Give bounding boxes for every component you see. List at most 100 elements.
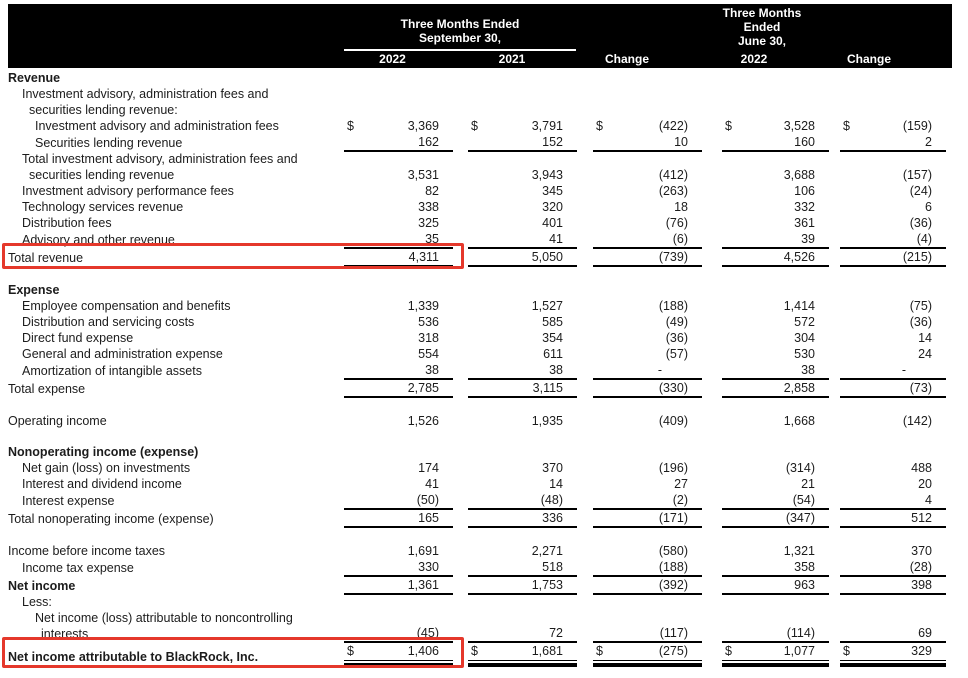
row-label-text: Total investment advisory, administratio… <box>22 152 298 166</box>
cell-value: 963 <box>794 578 815 592</box>
cell-value: 20 <box>918 477 932 491</box>
value-cell <box>344 282 453 298</box>
column-gap <box>829 134 840 151</box>
column-gap <box>829 183 840 199</box>
column-gap <box>702 476 722 492</box>
value-cell: (330) <box>593 379 702 398</box>
cell-value: - <box>657 363 662 377</box>
cell-value: (36) <box>909 315 932 329</box>
value-cell: 41 <box>468 231 577 249</box>
value-cell: 361 <box>722 215 829 231</box>
row-label: Total revenue <box>2 243 464 269</box>
row-label-text: Interest expense <box>22 494 115 508</box>
cell-value: 512 <box>911 511 932 525</box>
row-label-text: Net gain (loss) on investments <box>22 461 191 475</box>
value-cell: 152 <box>468 134 577 152</box>
header-period-june-line3: June 30, <box>737 34 787 48</box>
cell-value: (76) <box>665 216 688 230</box>
value-cell: 330 <box>344 559 453 577</box>
table-row: Employee compensation and benefits 1,339 1… <box>8 298 946 314</box>
value-cell: 38 <box>468 362 577 380</box>
header-col-2022-jun: 2022 <box>740 52 768 66</box>
table-row: General and administration expense 554 611… <box>8 346 946 362</box>
cell-value: (347) <box>785 511 815 525</box>
column-gap <box>577 444 593 460</box>
cell-value: (409) <box>658 414 688 428</box>
cell-value: (28) <box>909 560 932 574</box>
column-gap <box>577 330 593 346</box>
cell-value: (45) <box>416 626 439 640</box>
cell-value: (196) <box>658 461 688 475</box>
column-gap <box>829 70 840 86</box>
cell-value: 1,681 <box>531 644 563 658</box>
value-cell: 21 <box>722 476 829 492</box>
value-cell: 1,321 <box>722 543 829 559</box>
cell-value: (4) <box>916 232 932 246</box>
cell-value: (392) <box>658 578 688 592</box>
header-period-june-line2: Ended <box>743 20 781 34</box>
row-label-text: Net income attributable to BlackRock, In… <box>8 650 259 664</box>
column-gap <box>577 70 593 86</box>
row-label: Net gain (loss) on investments <box>8 460 344 476</box>
cell-value: 1,406 <box>407 644 439 658</box>
cell-value: 39 <box>801 232 815 246</box>
column-gap <box>453 559 468 576</box>
column-gap <box>829 413 840 429</box>
cell-value: (75) <box>909 299 932 313</box>
cell-value: 398 <box>911 578 932 592</box>
row-label: Net income <box>8 576 344 594</box>
value-cell <box>840 444 946 460</box>
column-gap <box>453 298 468 314</box>
value-cell: 1,361 <box>344 576 453 595</box>
cell-value: 370 <box>911 544 932 558</box>
value-cell <box>722 86 829 118</box>
column-gap <box>829 642 840 665</box>
table-header-bar: Three Months Ended September 30, 2022 20… <box>8 4 952 68</box>
value-cell <box>593 70 702 86</box>
currency-symbol: $ <box>347 119 354 133</box>
currency-symbol: $ <box>596 119 603 133</box>
value-cell: (409) <box>593 413 702 429</box>
value-cell <box>344 86 453 118</box>
value-cell: 318 <box>344 330 453 346</box>
value-cell: 304 <box>722 330 829 346</box>
value-cell: $3,528 <box>722 118 829 134</box>
column-gap <box>453 576 468 594</box>
value-cell: 72 <box>468 610 577 643</box>
column-gap <box>829 576 840 594</box>
row-label: Operating income <box>8 413 344 429</box>
value-cell: (157) <box>840 151 946 183</box>
value-cell: 5,050 <box>468 248 577 267</box>
cell-value: 72 <box>549 626 563 640</box>
value-cell: $1,681 <box>468 642 577 667</box>
row-label-text-line2: securities lending revenue <box>29 168 175 182</box>
column-gap <box>577 559 593 576</box>
row-label-text: Distribution and servicing costs <box>22 315 195 329</box>
value-cell: 554 <box>344 346 453 362</box>
value-cell: 345 <box>468 183 577 199</box>
row-label: Interest expense <box>8 492 344 509</box>
row-label: Net income attributable to BlackRock, In… <box>2 637 464 668</box>
row-label: Total expense <box>8 379 344 397</box>
cell-value: 2,858 <box>783 381 815 395</box>
column-gap <box>577 492 593 509</box>
value-cell: 35 <box>344 231 453 249</box>
cell-value: (49) <box>665 315 688 329</box>
value-cell: 4,526 <box>722 248 829 267</box>
row-label: Securities lending revenue <box>8 134 344 151</box>
cell-value: 3,115 <box>532 381 563 395</box>
cell-value: 358 <box>794 560 815 574</box>
value-cell: 162 <box>344 134 453 152</box>
column-gap <box>577 610 593 642</box>
column-gap <box>577 199 593 215</box>
column-gap <box>577 151 593 183</box>
table-row: Interest and dividend income 41 14 27 21 20 <box>8 476 946 492</box>
cell-value: 5,050 <box>531 250 563 264</box>
header-period-june: Three Months Ended June 30, <box>707 6 817 48</box>
value-cell: - <box>840 362 946 380</box>
row-label: Advisory and other revenue <box>8 231 344 248</box>
cell-value: 174 <box>418 461 439 475</box>
column-gap <box>577 231 593 248</box>
income-table-body: Revenue Investment advisory, administrati… <box>2 70 946 668</box>
